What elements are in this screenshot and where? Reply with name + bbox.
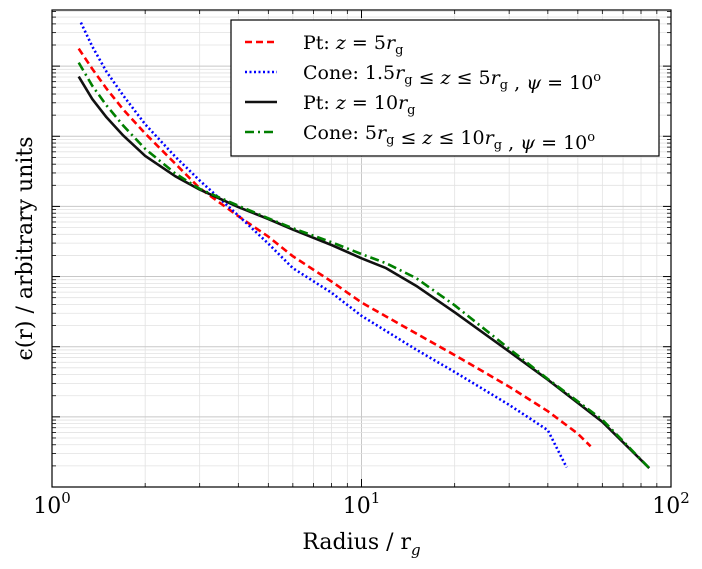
legend-box — [230, 19, 660, 157]
legend: Pt: z = 5rg Cone: 1.5rg ≤ z ≤ 5rg , ψ = 1… — [230, 19, 660, 157]
axis-ticks — [51, 10, 671, 487]
legend-label-0: Pt: z = 5rg — [303, 32, 403, 58]
x-tick-label: 102 — [652, 489, 690, 519]
series-line-1 — [79, 22, 568, 468]
series-line-3 — [77, 61, 651, 470]
x-tick-label: 100 — [33, 489, 71, 519]
y-axis-title: ϵ(r) / arbitrary units — [13, 136, 38, 360]
series-group — [77, 22, 651, 470]
x-tick-label: 101 — [343, 489, 381, 519]
plot-frame — [51, 9, 672, 488]
series-line-0 — [77, 47, 592, 448]
x-tick-labels: 100 101 102 — [33, 489, 690, 519]
legend-label-1: Cone: 1.5rg ≤ z ≤ 5rg , ψ = 10o — [303, 62, 601, 94]
legend-label-2: Pt: z = 10rg — [303, 92, 416, 118]
x-axis-title: Radius / rg — [302, 530, 420, 559]
legend-label-3: Cone: 5rg ≤ z ≤ 10rg , ψ = 10o — [303, 122, 595, 154]
series-line-2 — [77, 75, 651, 470]
